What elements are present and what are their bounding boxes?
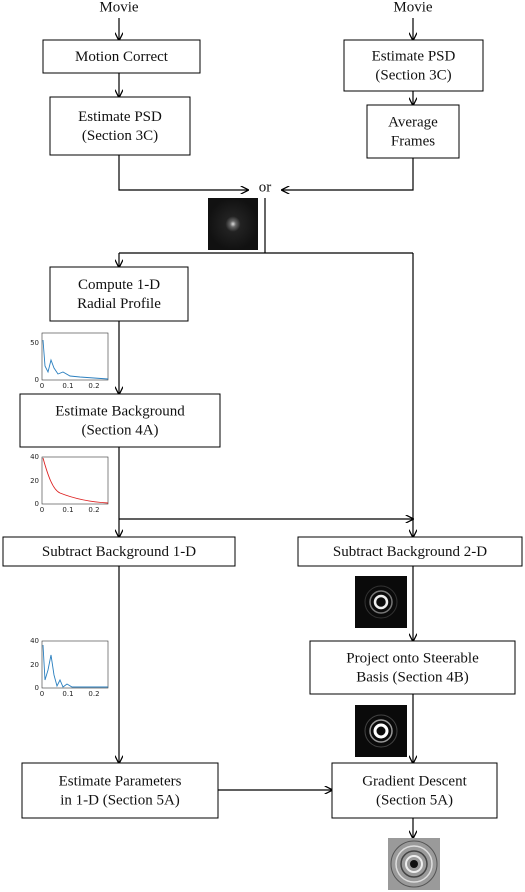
tick-label: 0.1	[62, 382, 73, 390]
node-label: Frames	[391, 133, 435, 149]
tick-label: 0.2	[88, 506, 99, 514]
node-box	[50, 97, 190, 155]
tick-label: 20	[30, 477, 39, 485]
process-node: Subtract Background 2-D	[298, 537, 522, 566]
steerable-image	[355, 705, 407, 757]
node-box	[50, 267, 188, 321]
background-subtracted-image	[355, 576, 407, 628]
node-label: Motion Correct	[75, 49, 169, 65]
process-node: Project onto Steerable Basis (Section 4B)	[310, 641, 515, 694]
radial-profile-plot: 50 0 0 0.1 0.2	[30, 333, 108, 390]
node-box	[332, 763, 497, 818]
node-box	[367, 105, 459, 158]
tick-label: 0	[40, 382, 44, 390]
process-node: Compute 1-D Radial Profile	[50, 267, 188, 321]
input-label: Movie	[393, 0, 433, 15]
tick-label: 0	[35, 376, 39, 384]
process-node: Estimate PSD (Section 3C)	[50, 97, 190, 155]
node-label: (Section 3C)	[375, 67, 451, 83]
tick-label: 0.2	[88, 690, 99, 698]
tick-label: 40	[30, 453, 39, 461]
input-label: Movie	[99, 0, 139, 15]
node-box	[20, 394, 220, 447]
node-label: Subtract Background 1-D	[42, 544, 196, 560]
plots: 50 0 0 0.1 0.2 40 20 0 0 0.1 0.2 40 20 0…	[30, 333, 108, 698]
process-node: Subtract Background 1-D	[3, 537, 235, 566]
tick-label: 40	[30, 637, 39, 645]
or-label: or	[259, 179, 272, 195]
background-plot: 40 20 0 0 0.1 0.2	[30, 453, 108, 514]
node-label: Average	[388, 114, 438, 130]
node-label: Subtract Background 2-D	[333, 544, 487, 560]
process-node: Estimate Parameters in 1-D (Section 5A)	[22, 763, 218, 818]
node-label: Basis (Section 4B)	[356, 669, 469, 685]
tick-label: 50	[30, 339, 39, 347]
node-label: Estimate PSD	[78, 109, 162, 125]
node-label: Gradient Descent	[362, 773, 467, 789]
node-box	[22, 763, 218, 818]
node-label: in 1-D (Section 5A)	[60, 792, 180, 808]
process-node: Estimate Background (Section 4A)	[20, 394, 220, 447]
tick-label: 0	[40, 690, 44, 698]
fit-image	[388, 838, 440, 890]
tick-label: 0	[35, 500, 39, 508]
node-label: Project onto Steerable	[346, 650, 479, 666]
node-label: (Section 5A)	[376, 792, 453, 808]
tick-label: 20	[30, 661, 39, 669]
node-label: Estimate Background	[55, 403, 185, 419]
process-node: Average Frames	[367, 105, 459, 158]
psd-image	[208, 198, 258, 250]
tick-label: 0.1	[62, 690, 73, 698]
node-label: (Section 4A)	[81, 422, 158, 438]
node-label: Radial Profile	[77, 296, 161, 312]
node-label: (Section 3C)	[82, 128, 158, 144]
subtracted-plot: 40 20 0 0 0.1 0.2	[30, 637, 108, 698]
process-node: Estimate PSD (Section 3C)	[344, 40, 483, 91]
flowchart: 50 0 0 0.1 0.2 40 20 0 0 0.1 0.2 40 20 0…	[0, 0, 525, 892]
node-label: Estimate PSD	[372, 48, 456, 64]
tick-label: 0.2	[88, 382, 99, 390]
process-node: Motion Correct	[43, 40, 200, 73]
tick-label: 0	[40, 506, 44, 514]
process-node: Gradient Descent (Section 5A)	[332, 763, 497, 818]
tick-label: 0	[35, 684, 39, 692]
node-label: Compute 1-D	[78, 277, 160, 293]
tick-label: 0.1	[62, 506, 73, 514]
node-label: Estimate Parameters	[59, 773, 182, 789]
node-box	[310, 641, 515, 694]
